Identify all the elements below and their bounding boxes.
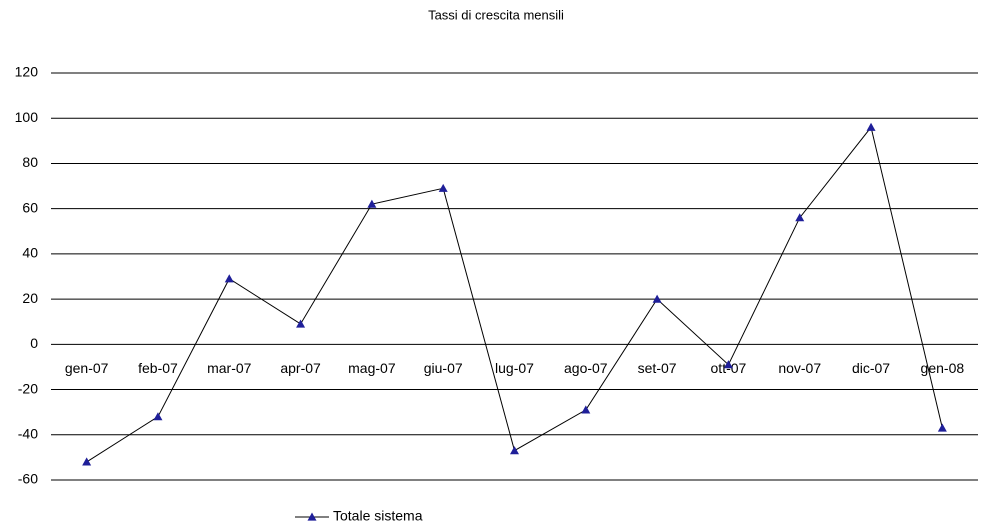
x-tick-label: gen-08 — [921, 360, 965, 376]
y-tick-label: -20 — [18, 380, 38, 396]
y-tick-label: 80 — [22, 154, 38, 170]
x-tick-label: nov-07 — [778, 360, 821, 376]
x-tick-label: lug-07 — [495, 360, 534, 376]
x-tick-label: gen-07 — [65, 360, 109, 376]
chart-title: Tassi di crescita mensili — [428, 7, 564, 22]
legend-label: Totale sistema — [333, 508, 423, 524]
y-tick-label: 100 — [15, 109, 39, 125]
x-tick-label: ago-07 — [564, 360, 608, 376]
data-point — [510, 446, 519, 455]
data-point — [367, 199, 377, 208]
x-tick-label: dic-07 — [852, 360, 890, 376]
data-point — [795, 213, 805, 222]
data-point — [296, 319, 306, 328]
data-point — [153, 412, 163, 421]
x-tick-label: mar-07 — [207, 360, 252, 376]
data-point — [652, 294, 662, 303]
data-point — [224, 274, 234, 283]
y-tick-label: 0 — [30, 335, 38, 351]
series-line — [86, 126, 943, 463]
data-point — [581, 405, 591, 414]
x-tick-label: giu-07 — [424, 360, 463, 376]
y-tick-label: 120 — [15, 64, 39, 80]
x-tick-label: apr-07 — [280, 360, 321, 376]
y-tick-label: 60 — [22, 199, 38, 215]
data-point — [438, 183, 448, 192]
x-tick-label: feb-07 — [138, 360, 178, 376]
y-tick-label: 40 — [22, 245, 38, 261]
data-point — [866, 122, 876, 131]
x-tick-label: mag-07 — [348, 360, 396, 376]
legend-marker — [307, 512, 317, 521]
y-tick-label: -60 — [18, 471, 38, 487]
y-tick-label: -40 — [18, 425, 38, 441]
x-tick-label: set-07 — [638, 360, 677, 376]
data-point — [937, 423, 947, 432]
y-tick-label: 20 — [22, 290, 38, 306]
data-point — [723, 360, 733, 369]
data-point — [82, 457, 92, 466]
